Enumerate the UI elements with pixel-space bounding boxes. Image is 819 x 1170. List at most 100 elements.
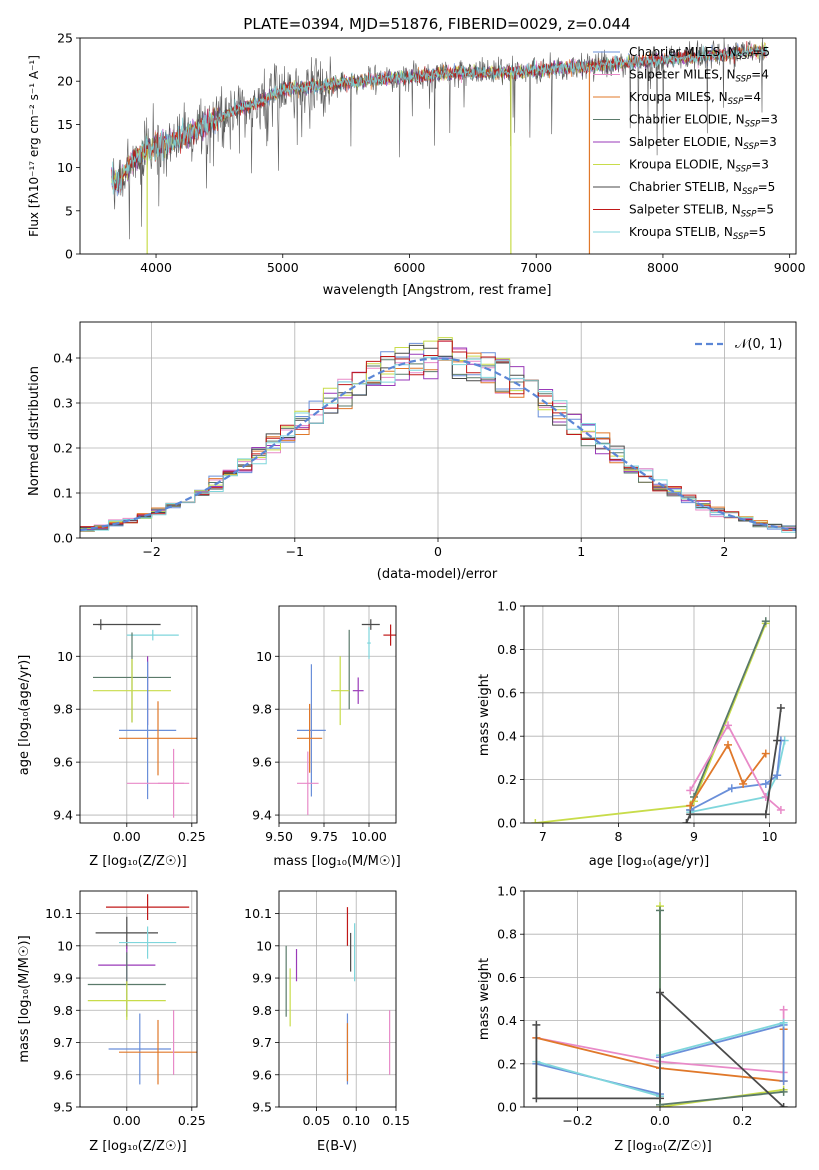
plus-marker xyxy=(761,779,770,788)
plus-marker xyxy=(686,810,695,819)
x-tick-label: 5000 xyxy=(267,260,299,275)
lines-mass-weight-vs-Z xyxy=(532,902,788,1107)
y-tick-label: 10 xyxy=(57,160,73,175)
x-tick-label: 8000 xyxy=(647,260,679,275)
x-tick-label: 0.0 xyxy=(650,1113,670,1128)
y-tick-label: 5 xyxy=(65,203,73,218)
x-tick-label: 0.05 xyxy=(302,1113,330,1128)
x-axis-label: Z [log₁₀(Z/Z☉)] xyxy=(89,1139,186,1154)
errorbar-point xyxy=(108,1013,171,1085)
histogram-series-7 xyxy=(80,340,796,531)
errorbar-point xyxy=(297,664,326,797)
weight-series-4 xyxy=(689,742,767,807)
y-tick-label: 9.9 xyxy=(252,971,272,986)
x-tick-label: 0.00 xyxy=(113,1113,141,1128)
axes-frame xyxy=(278,890,397,1108)
weight-series-2 xyxy=(690,740,786,813)
y-axis-label: Flux [fλ10⁻¹⁷ erg cm⁻² s⁻¹ A⁻¹] xyxy=(27,55,41,237)
legend: Chabrier MILES, NSSP=5 Salpeter MILES, NS… xyxy=(593,45,778,242)
y-tick-label: 9.9 xyxy=(53,971,73,986)
plus-marker xyxy=(724,740,732,749)
plus-marker xyxy=(531,819,540,823)
legend-label-suffix: =5 xyxy=(756,203,774,217)
legend-label-subscript: SSP xyxy=(743,142,759,152)
y-tick-label: 0.4 xyxy=(497,1013,517,1028)
y-tick-label: 9.4 xyxy=(252,808,272,823)
plus-marker xyxy=(761,810,770,819)
errorbar-point xyxy=(106,894,190,921)
y-tick-label: 9.6 xyxy=(252,755,272,770)
errorbar-point xyxy=(367,627,371,659)
plus-marker xyxy=(656,988,664,997)
axes-frame xyxy=(523,890,797,1108)
plus-marker xyxy=(773,771,782,780)
legend: 𝒩(0, 1) xyxy=(695,337,782,352)
x-tick-label: 6000 xyxy=(394,260,426,275)
y-tick-label: 0.1 xyxy=(53,486,73,501)
y-tick-label: 0.2 xyxy=(497,772,517,787)
legend-label: Salpeter STELIB, NSSP=5 xyxy=(629,203,774,220)
legend-label-suffix: =5 xyxy=(758,180,776,194)
errorbars-mass-vs-EBV xyxy=(285,907,391,1085)
x-tick-label: 0.00 xyxy=(113,829,141,844)
errorbars-mass-vs-Z xyxy=(87,894,197,1085)
y-tick-label: 0.8 xyxy=(497,642,517,657)
histogram-series-8 xyxy=(80,356,796,533)
plus-marker xyxy=(656,906,664,915)
x-axis-label: wavelength [Angstrom, rest frame] xyxy=(323,283,552,298)
y-tick-label: 9.7 xyxy=(53,1035,73,1050)
histograms xyxy=(80,337,796,533)
x-tick-label: 0 xyxy=(434,544,442,559)
legend-label: Chabrier MILES, NSSP=5 xyxy=(629,45,770,62)
x-tick-label: 9000 xyxy=(774,260,806,275)
x-tick-label: 0.2 xyxy=(732,1113,752,1128)
x-tick-label: 0.15 xyxy=(382,1113,410,1128)
legend-label-subscript: SSP xyxy=(728,97,744,107)
plus-marker xyxy=(761,617,770,626)
x-tick-label: 7 xyxy=(539,829,547,844)
x-tick-label: 0.25 xyxy=(178,829,206,844)
axes-frame xyxy=(79,321,797,539)
errorbar-point xyxy=(297,751,319,816)
y-tick-label: 0.0 xyxy=(497,1100,517,1115)
plus-marker xyxy=(773,736,782,745)
plus-marker xyxy=(779,1103,788,1107)
legend-label-subscript: SSP xyxy=(737,52,753,62)
axes-spectrum: 4000 5000 6000 7000 8000 9000 0 5 10 15 20 25 xyxy=(57,31,806,276)
y-tick-label: 9.8 xyxy=(252,702,272,717)
y-tick-label: 0.2 xyxy=(53,441,73,456)
legend-label: Salpeter MILES, NSSP=4 xyxy=(629,68,769,85)
x-tick-label: 4000 xyxy=(140,260,172,275)
y-tick-label: 0.6 xyxy=(497,970,517,985)
errorbar-point xyxy=(93,658,171,723)
plus-marker xyxy=(779,1087,788,1096)
legend-label-subscript: SSP xyxy=(741,210,757,220)
y-axis-label: Normed distribution xyxy=(27,366,42,496)
y-axis-label: mass weight xyxy=(477,958,492,1040)
plus-marker xyxy=(656,1094,664,1103)
x-tick-label: 10.00 xyxy=(351,829,387,844)
plus-marker xyxy=(776,805,785,814)
legend-label: Kroupa ELODIE, NSSP=3 xyxy=(629,158,769,175)
plus-marker xyxy=(779,1077,788,1086)
y-tick-label: 9.6 xyxy=(53,1067,73,1082)
spectrum-series-6 xyxy=(111,38,767,240)
errorbar-point xyxy=(119,1019,197,1085)
x-tick-label: 0.10 xyxy=(342,1113,370,1128)
errorbar-point xyxy=(383,624,396,646)
x-tick-label: 7000 xyxy=(520,260,552,275)
legend-label: Salpeter ELODIE, NSSP=3 xyxy=(629,135,777,152)
reference-normal-curve xyxy=(80,357,796,532)
y-tick-label: 0.4 xyxy=(53,351,73,366)
chart-title: PLATE=0394, MJD=51876, FIBERID=0029, z=0… xyxy=(243,15,630,33)
axes-frame xyxy=(79,37,797,255)
errorbar-point xyxy=(87,981,166,1020)
legend-label-subscript: SSP xyxy=(745,120,761,130)
plus-marker xyxy=(682,819,691,823)
y-tick-label: 0.0 xyxy=(497,816,517,831)
plus-marker xyxy=(779,1018,788,1027)
legend-label: Chabrier STELIB, NSSP=5 xyxy=(629,180,775,197)
x-tick-label: −2 xyxy=(142,544,160,559)
y-tick-label: 10 xyxy=(57,649,73,664)
